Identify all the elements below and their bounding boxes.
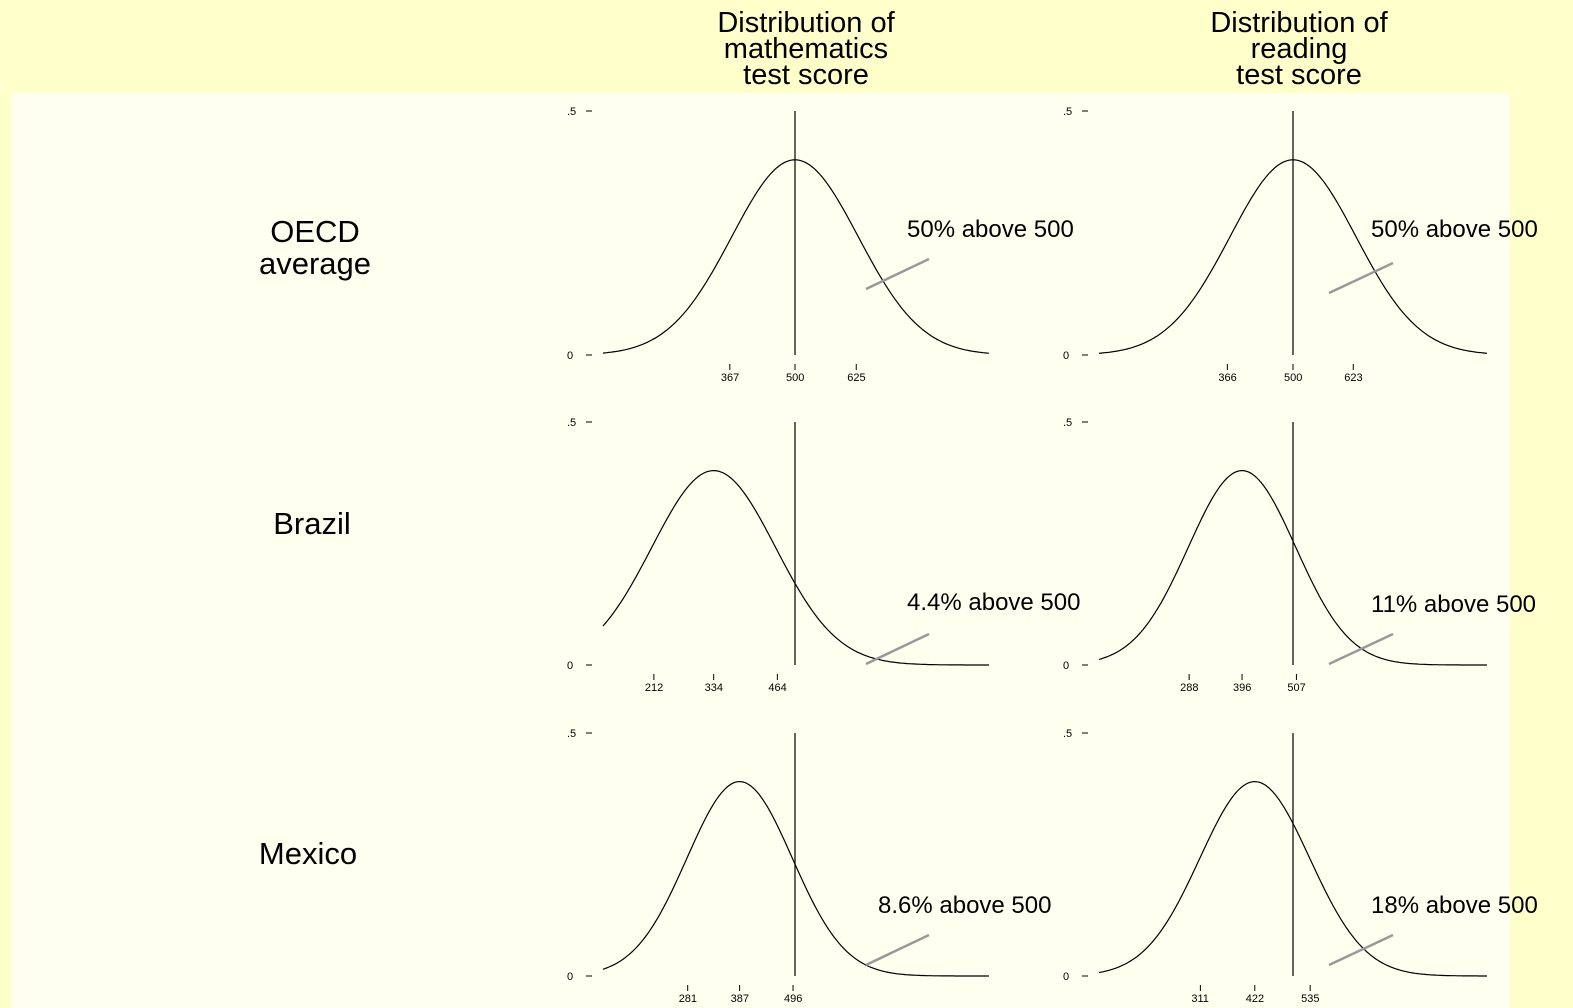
x-tick-label: 387: [731, 993, 749, 1005]
annotation-label: 4.4% above 500: [907, 589, 1080, 616]
row-label-brazil: Brazil: [273, 506, 351, 541]
annotation-label: 50% above 500: [1371, 216, 1538, 243]
x-tick-label: 535: [1301, 993, 1319, 1005]
row-label-mexico: Mexico: [258, 836, 358, 871]
annotation-pointer: [1328, 261, 1394, 295]
x-tick-label: 422: [1246, 993, 1264, 1005]
x-tick-label: 496: [784, 993, 802, 1005]
y-tick-label: 0: [1063, 971, 1069, 983]
annotation-label: 11% above 500: [1371, 591, 1536, 618]
y-tick-label: .5: [1063, 417, 1072, 429]
x-tick-label: 366: [1218, 372, 1236, 384]
annotation-label: 8.6% above 500: [878, 892, 1051, 919]
annotation-pointer: [865, 632, 930, 666]
x-tick-label: 212: [645, 682, 663, 694]
annotation-pointer: [1328, 933, 1394, 967]
x-tick-label: 623: [1344, 372, 1362, 384]
x-tick-label: 288: [1180, 682, 1198, 694]
y-tick-label: 0: [567, 660, 573, 672]
x-tick-label: 500: [786, 372, 804, 384]
y-tick-label: .5: [567, 728, 576, 740]
annotation-pointer: [865, 257, 930, 291]
annotation-label: 18% above 500: [1371, 892, 1538, 919]
x-tick-label: 464: [768, 682, 786, 694]
density-curve: [602, 780, 989, 977]
y-tick-label: 0: [567, 350, 573, 362]
column-title-reading: Distribution of reading test score: [1210, 7, 1388, 91]
row-label-oecd: OECD average: [258, 214, 372, 281]
figure-panel: [12, 93, 1510, 1008]
column-title-mathematics: Distribution of mathematics test score: [717, 7, 895, 91]
annotation-pointer: [1328, 632, 1394, 666]
density-curve: [602, 470, 989, 666]
x-tick-label: 507: [1287, 682, 1305, 694]
y-tick-label: .5: [567, 417, 576, 429]
y-tick-label: 0: [567, 971, 573, 983]
x-tick-label: 500: [1284, 372, 1302, 384]
y-tick-label: 0: [1063, 350, 1069, 362]
annotation-pointer: [865, 933, 930, 967]
x-tick-label: 281: [679, 993, 697, 1005]
y-tick-label: .5: [567, 106, 576, 118]
density-curve: [602, 159, 990, 354]
y-tick-label: .5: [1063, 728, 1072, 740]
x-tick-label: 334: [705, 682, 723, 694]
y-tick-label: 0: [1063, 660, 1069, 672]
annotation-label: 50% above 500: [907, 216, 1074, 243]
y-tick-label: .5: [1063, 106, 1072, 118]
x-tick-label: 311: [1191, 993, 1209, 1005]
x-tick-label: 367: [721, 372, 739, 384]
x-tick-label: 625: [847, 372, 865, 384]
x-tick-label: 396: [1233, 682, 1251, 694]
